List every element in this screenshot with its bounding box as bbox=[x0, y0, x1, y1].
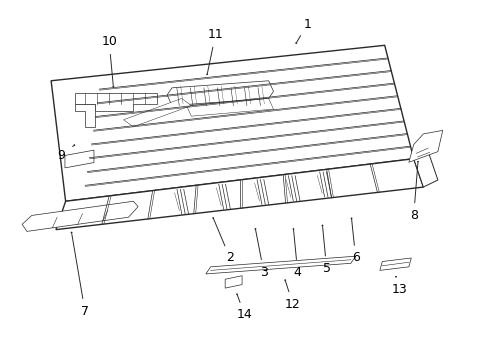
Polygon shape bbox=[56, 159, 423, 230]
Polygon shape bbox=[408, 130, 442, 162]
Polygon shape bbox=[75, 93, 157, 111]
Text: 7: 7 bbox=[81, 305, 89, 318]
Text: 8: 8 bbox=[409, 209, 417, 222]
Polygon shape bbox=[167, 81, 273, 105]
Text: 13: 13 bbox=[390, 283, 406, 296]
Text: 9: 9 bbox=[57, 149, 64, 162]
Polygon shape bbox=[379, 258, 410, 270]
Text: 11: 11 bbox=[207, 28, 223, 41]
Polygon shape bbox=[123, 99, 191, 127]
Polygon shape bbox=[22, 201, 138, 231]
Text: 12: 12 bbox=[285, 298, 300, 311]
Text: 2: 2 bbox=[225, 252, 233, 265]
Text: 5: 5 bbox=[322, 262, 330, 275]
Polygon shape bbox=[75, 104, 95, 127]
Polygon shape bbox=[51, 45, 413, 201]
Polygon shape bbox=[413, 152, 437, 187]
Text: 4: 4 bbox=[293, 266, 301, 279]
Text: 14: 14 bbox=[236, 308, 252, 321]
Text: 1: 1 bbox=[303, 18, 311, 31]
Text: 3: 3 bbox=[259, 266, 267, 279]
Text: 6: 6 bbox=[351, 252, 359, 265]
Polygon shape bbox=[186, 99, 273, 116]
Polygon shape bbox=[205, 256, 355, 274]
Polygon shape bbox=[65, 150, 94, 168]
Text: 10: 10 bbox=[101, 35, 117, 48]
Polygon shape bbox=[224, 276, 242, 288]
